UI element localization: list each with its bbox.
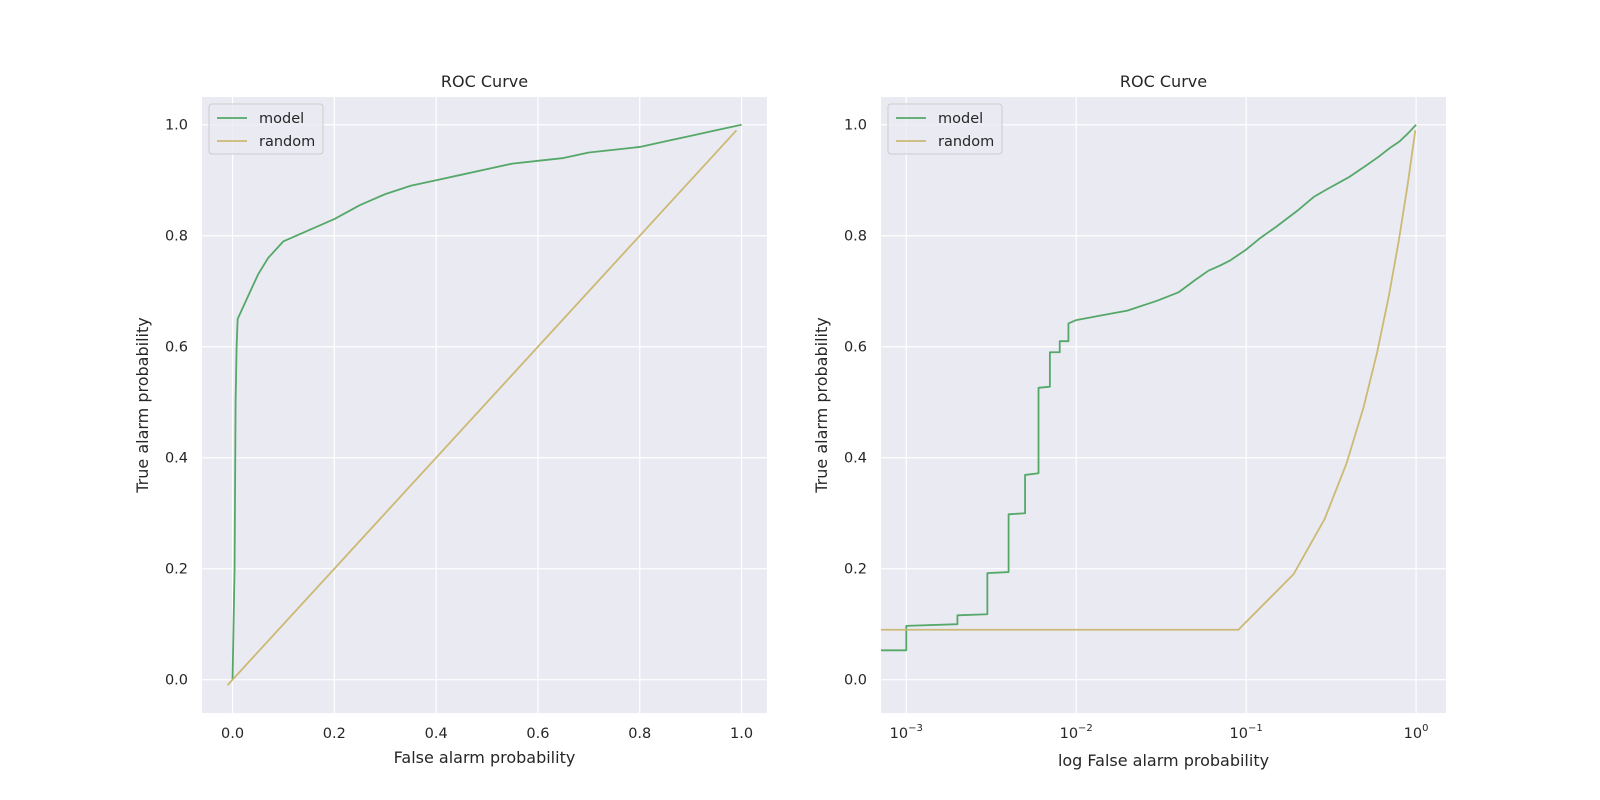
legend-label-model: model [259,111,304,127]
legend-label-random: random [259,134,315,150]
y-tick-label: 0.6 [165,340,188,356]
y-tick-label: 1.0 [165,118,188,134]
y-tick-label: 0.2 [165,562,188,578]
roc-linear-plot: 0.0 0.2 0.4 0.6 0.8 1.0 0.0 0.2 0.4 0.6 0.8 1.0 Fals… [133,72,767,767]
y-tick-label: 0.8 [165,229,188,245]
chart-title: ROC Curve [1120,72,1207,91]
plot-area [881,97,1446,713]
roc-log-plot: 10−3 10−2 10−1 100 0.0 0.2 0.4 0.6 0.8 1.0 log Fal… [812,72,1446,770]
x-tick-label: 10−1 [1230,723,1263,742]
y-tick-label: 0.4 [844,451,867,467]
x-tick-label: 0.6 [526,726,549,742]
y-tick-label: 0.2 [844,562,867,578]
y-tick-label: 0.6 [844,340,867,356]
legend: model random [208,103,324,155]
series-line-model [881,124,1417,652]
x-tick-label: 10−3 [890,723,923,742]
x-tick-label: 1.0 [730,726,753,742]
legend-label-random: random [938,134,994,150]
y-tick-label: 0.0 [165,673,188,689]
legend-label-model: model [938,111,983,127]
y-tick-label: 0.4 [165,451,188,467]
x-tick-label: 0.8 [628,726,651,742]
x-axis-title: False alarm probability [394,748,576,767]
y-tick-label: 1.0 [844,118,867,134]
legend: model random [887,103,1003,155]
chart-title: ROC Curve [441,72,528,91]
series-line-random [226,129,738,686]
x-tick-label: 0.0 [221,726,244,742]
y-axis-title: True alarm probability [812,317,831,493]
y-axis-title: True alarm probability [133,317,152,493]
y-tick-label: 0.8 [844,229,867,245]
x-axis-title: log False alarm probability [1058,751,1269,770]
x-tick-label: 0.2 [323,726,346,742]
series-line-model [231,123,742,680]
y-tick-label: 0.0 [844,673,867,689]
x-tick-label: 10−2 [1060,723,1093,742]
x-tick-label: 100 [1404,723,1429,742]
x-tick-label: 0.4 [425,726,448,742]
series-line-random [881,130,1417,631]
